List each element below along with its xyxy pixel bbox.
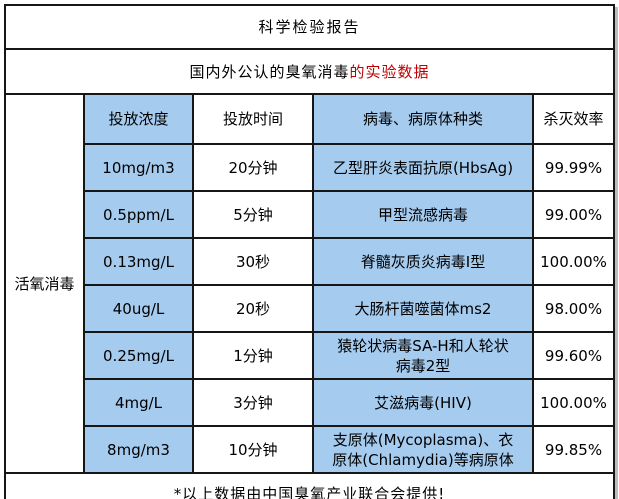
cell-concentration: 4mg/L	[83, 378, 194, 427]
row-group-label: 活氧消毒	[4, 93, 85, 474]
report-table: 科学检验报告 国内外公认的臭氧消毒的实验数据 活氧消毒 投放浓度 投放时间 病毒…	[3, 4, 616, 499]
cell-time: 30秒	[192, 237, 314, 286]
cell-efficiency: 100.00%	[531, 378, 616, 427]
column-header-concentration: 投放浓度	[83, 93, 194, 145]
table-row: 0.13mg/L 30秒 脊髓灰质炎病毒I型 100.00%	[5, 237, 616, 286]
table-row: 8mg/m3 10分钟 支原体(Mycoplasma)、衣 原体(Chlamyd…	[5, 425, 616, 474]
table-row: 40ug/L 20秒 大肠杆菌噬菌体ms2 98.00%	[5, 284, 616, 333]
table-row: 4mg/L 3分钟 艾滋病毒(HIV) 100.00%	[5, 378, 616, 427]
cell-pathogen: 脊髓灰质炎病毒I型	[312, 237, 534, 286]
table-row: 10mg/m3 20分钟 乙型肝炎表面抗原(HbsAg) 99.99%	[5, 143, 616, 192]
subtitle-black-text: 国内外公认的臭氧消毒	[189, 62, 350, 81]
table-row: 0.5ppm/L 5分钟 甲型流感病毒 99.00%	[5, 190, 616, 239]
cell-efficiency: 98.00%	[531, 284, 616, 333]
column-header-row: 活氧消毒 投放浓度 投放时间 病毒、病原体种类 杀灭效率	[4, 93, 616, 474]
cell-concentration: 0.25mg/L	[83, 331, 194, 380]
cell-efficiency: 99.00%	[531, 190, 616, 239]
cell-time: 10分钟	[192, 425, 314, 474]
cell-time: 3分钟	[192, 378, 314, 427]
column-header-efficiency: 杀灭效率	[531, 93, 616, 145]
cell-time: 1分钟	[192, 331, 314, 380]
cell-pathogen: 支原体(Mycoplasma)、衣 原体(Chlamydia)等病原体	[312, 425, 534, 474]
column-header-time: 投放时间	[192, 93, 314, 145]
subtitle-row: 国内外公认的臭氧消毒的实验数据	[3, 48, 616, 95]
title-row: 科学检验报告	[3, 4, 616, 50]
footnote-text: *以上数据由中国臭氧产业联合会提供!	[3, 472, 616, 499]
subtitle-red-text: 的实验数据	[349, 62, 430, 81]
cell-concentration: 0.13mg/L	[83, 237, 194, 286]
report-subtitle: 国内外公认的臭氧消毒的实验数据	[3, 48, 616, 95]
cell-pathogen: 猿轮状病毒SA-H和人轮状 病毒2型	[312, 331, 534, 380]
column-header-pathogen: 病毒、病原体种类	[312, 93, 534, 145]
cell-pathogen: 艾滋病毒(HIV)	[312, 378, 534, 427]
cell-efficiency: 100.00%	[531, 237, 616, 286]
cell-time: 5分钟	[192, 190, 314, 239]
cell-concentration: 8mg/m3	[83, 425, 194, 474]
cell-pathogen: 乙型肝炎表面抗原(HbsAg)	[312, 143, 534, 192]
table-row: 0.25mg/L 1分钟 猿轮状病毒SA-H和人轮状 病毒2型 99.60%	[5, 331, 616, 380]
cell-pathogen: 甲型流感病毒	[312, 190, 534, 239]
cell-pathogen: 大肠杆菌噬菌体ms2	[312, 284, 534, 333]
cell-time: 20分钟	[192, 143, 314, 192]
report-title: 科学检验报告	[3, 4, 616, 50]
cell-concentration: 10mg/m3	[83, 143, 194, 192]
footnote-row: *以上数据由中国臭氧产业联合会提供!	[3, 472, 616, 499]
cell-concentration: 0.5ppm/L	[83, 190, 194, 239]
cell-efficiency: 99.85%	[531, 425, 616, 474]
cell-efficiency: 99.99%	[531, 143, 616, 192]
cell-concentration: 40ug/L	[83, 284, 194, 333]
cell-efficiency: 99.60%	[531, 331, 616, 380]
cell-time: 20秒	[192, 284, 314, 333]
